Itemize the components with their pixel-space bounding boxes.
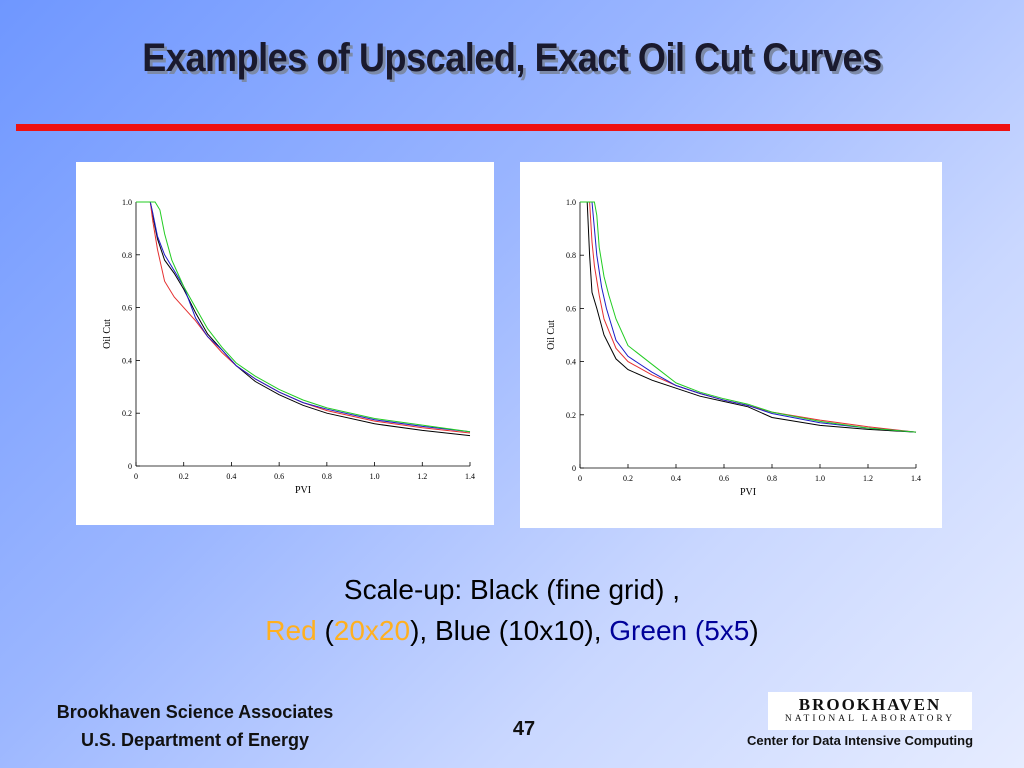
x-tick-label: 0 [134,472,138,481]
oil-cut-chart-right: 0 0.2 0.4 0.6 0.8 1.0 1.2 1.4 0 0.2 0.4 0.6 0.8 1.0 PV… [546,198,921,498]
y-tick-label: 0.4 [122,356,132,365]
footer-department: U.S. Department of Energy [80,730,310,750]
caption-mid: ), Blue (10x10), [410,615,602,646]
y-tick-label: 0 [128,462,132,471]
y-tick-label: 1.0 [566,198,576,207]
y-tick-label: 0.6 [122,304,132,313]
caption-paren-close: ) [749,615,759,646]
oil-cut-chart-left: 0 0.2 0.4 0.6 0.8 1.0 1.2 1.4 0 0.2 0.4 0.6 0.8 1.0 PV… [102,198,475,496]
series-line [580,201,917,433]
y-tick-label: 0.6 [566,304,576,313]
y-tick-label: 1.0 [122,198,132,207]
x-axis-label: PVI [295,485,311,496]
x-tick-label: 0.6 [274,472,284,481]
x-tick-label: 0.2 [623,474,633,483]
x-tick-label: 0.8 [322,472,332,481]
y-tick-label: 0.8 [566,251,576,260]
chart-panel-right: 0 0.2 0.4 0.6 0.8 1.0 1.2 1.4 0 0.2 0.4 0.6 0.8 1.0 PV… [520,162,942,528]
page-number: 47 [512,718,536,740]
caption-paren-open: ( [324,615,334,646]
x-tick-label: 1.2 [417,472,427,481]
x-tick-label: 0.2 [179,472,189,481]
x-tick-label: 0.4 [671,474,681,483]
x-tick-label: 0 [578,474,582,483]
caption-red-label: Red [265,615,317,646]
series-line [580,201,917,433]
footer-organization: Brookhaven Science Associates [56,702,334,722]
x-tick-label: 0.6 [719,474,729,483]
x-axis-label: PVI [740,487,756,498]
title-divider [16,124,1010,131]
logo-subtitle: NATIONAL LABORATORY [784,714,956,724]
logo-wordmark: BROOKHAVEN [798,695,942,714]
series-line [580,201,917,433]
y-tick-label: 0.2 [122,409,132,418]
caption-green-label: Green (5x5 [609,615,750,646]
caption-scaleup-text: Scale-up: Black (fine grid) , [343,574,681,605]
y-tick-label: 0.2 [566,411,576,420]
x-tick-label: 1.4 [465,472,475,481]
x-tick-label: 1.2 [863,474,873,483]
y-tick-label: 0.8 [122,251,132,260]
series-line [136,201,471,433]
brookhaven-logo: BROOKHAVEN NATIONAL LABORATORY [768,692,972,730]
caption-line-2: Red (20x20), Blue (10x10), Green (5x5) [0,615,1024,647]
series-line [136,201,471,437]
y-tick-label: 0 [572,464,576,473]
x-tick-label: 0.8 [767,474,777,483]
y-axis-label: Oil Cut [546,320,557,350]
x-tick-label: 1.4 [911,474,921,483]
center-label: Center for Data Intensive Computing [746,733,974,748]
x-tick-label: 1.0 [815,474,825,483]
series-line [580,201,917,433]
x-tick-label: 1.0 [370,472,380,481]
y-axis-label: Oil Cut [102,319,113,349]
caption-red-grid: 20x20 [333,615,411,646]
chart-panel-left: 0 0.2 0.4 0.6 0.8 1.0 1.2 1.4 0 0.2 0.4 0.6 0.8 1.0 PV… [76,162,494,525]
y-tick-label: 0.4 [566,358,576,367]
series-line [136,201,471,434]
series-line [136,201,471,433]
x-tick-label: 0.4 [226,472,236,481]
slide-title: Examples of Upscaled, Exact Oil Cut Curv… [142,36,882,80]
caption-line-1: Scale-up: Black (fine grid) , [0,574,1024,606]
